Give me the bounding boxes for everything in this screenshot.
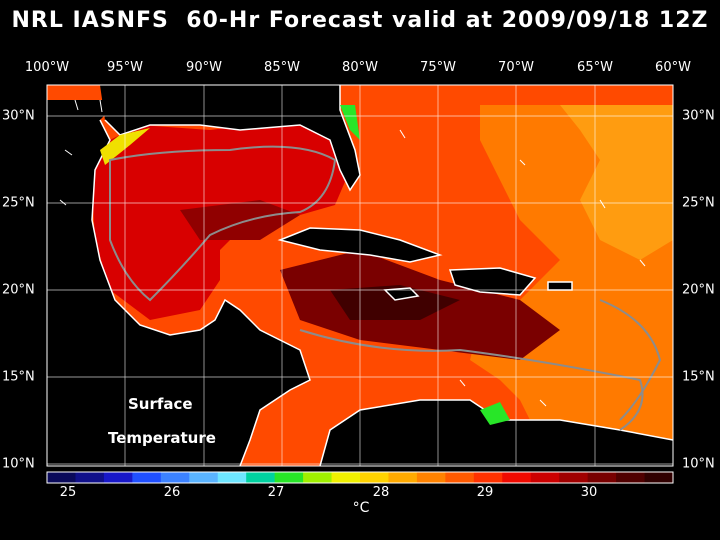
lon-label-90w: 90°W [186, 60, 222, 75]
bathymetry-contour-antilles [599, 299, 662, 421]
graticule [47, 85, 673, 466]
colorbar-label-30: 30 [580, 485, 598, 500]
lat-label-10n-right: 10°N [682, 456, 715, 472]
lon-label-60w: 60°W [655, 60, 691, 75]
current-vectors [59, 99, 646, 407]
atlantic-cool-field [560, 105, 673, 260]
colorbar-swatch [473, 472, 503, 483]
lat-label-20n-left: 20°N [2, 282, 35, 298]
lon-label-85w: 85°W [264, 60, 300, 75]
colorbar-swatch [189, 472, 219, 483]
lat-label-30n-left: 30°N [2, 108, 35, 124]
lon-label-65w: 65°W [577, 60, 613, 75]
colorbar-swatch [47, 472, 76, 483]
colorbar-swatch [445, 472, 475, 483]
lat-label-25n-right: 25°N [682, 195, 715, 211]
gulf-hot-field [180, 200, 300, 240]
bathymetry-contour-gulf [109, 145, 337, 302]
colorbar-swatch [587, 472, 617, 483]
land-jamaica [383, 287, 420, 301]
colorbar-swatch [644, 472, 674, 483]
colorbar-unit: °C [352, 500, 370, 516]
lon-label-80w: 80°W [342, 60, 378, 75]
land-usa [100, 85, 360, 190]
colorbar-swatch [103, 472, 133, 483]
colorbar-swatch [331, 472, 361, 483]
lat-label-10n-left: 10°N [2, 456, 35, 472]
colorbar-label-28: 28 [372, 485, 390, 500]
colorbar-swatch [559, 472, 589, 483]
colorbar-label-25: 25 [59, 485, 77, 500]
colorbar-swatch [274, 472, 304, 483]
land-hispaniola [448, 267, 537, 296]
colorbar-swatch [75, 472, 105, 483]
caribbean-core-field [330, 285, 460, 320]
colorbar-swatch [616, 472, 646, 483]
colorbar-swatch [416, 472, 446, 483]
bathymetry-contour-caribbean [299, 329, 644, 431]
coastline-west [91, 119, 311, 466]
colorbar-frame [46, 471, 674, 484]
colorbar-swatch [388, 472, 418, 483]
cool-venezuela-strip [480, 402, 510, 425]
lon-label-95w: 95°W [107, 60, 143, 75]
coastline-usa [104, 85, 361, 192]
map-title: NRL IASNFS 60-Hr Forecast valid at 2009/… [11, 8, 709, 33]
colorbar-swatch [502, 472, 532, 483]
land-puerto-rico [547, 281, 573, 291]
lon-label-70w: 70°W [498, 60, 534, 75]
colorbar-swatch [246, 472, 276, 483]
colorbar-label-29: 29 [476, 485, 494, 500]
map-label-temperature: Temperature [108, 429, 216, 447]
colorbar-label-27: 27 [267, 485, 285, 500]
land-mexico [47, 85, 310, 466]
lat-label-25n-left: 25°N [2, 195, 35, 211]
colorbar-label-26: 26 [163, 485, 181, 500]
colorbar-swatch [217, 472, 247, 483]
cool-florida-strip [340, 105, 360, 140]
colorbar [46, 471, 674, 484]
lon-label-75w: 75°W [420, 60, 456, 75]
colorbar-swatch [530, 472, 560, 483]
coastline-south [319, 399, 673, 466]
lat-label-15n-right: 15°N [682, 369, 715, 385]
map-label-surface: Surface [128, 395, 193, 413]
lat-label-15n-left: 15°N [2, 369, 35, 385]
lat-label-20n-right: 20°N [682, 282, 715, 298]
colorbar-swatch [160, 472, 190, 483]
colorbar-swatch [132, 472, 162, 483]
colorbar-swatch [303, 472, 333, 483]
land-south-america [320, 400, 673, 466]
lat-label-30n-right: 30°N [682, 108, 715, 124]
lon-label-100w: 100°W [24, 60, 70, 75]
map-frame [46, 84, 674, 467]
colorbar-swatch [360, 472, 389, 483]
